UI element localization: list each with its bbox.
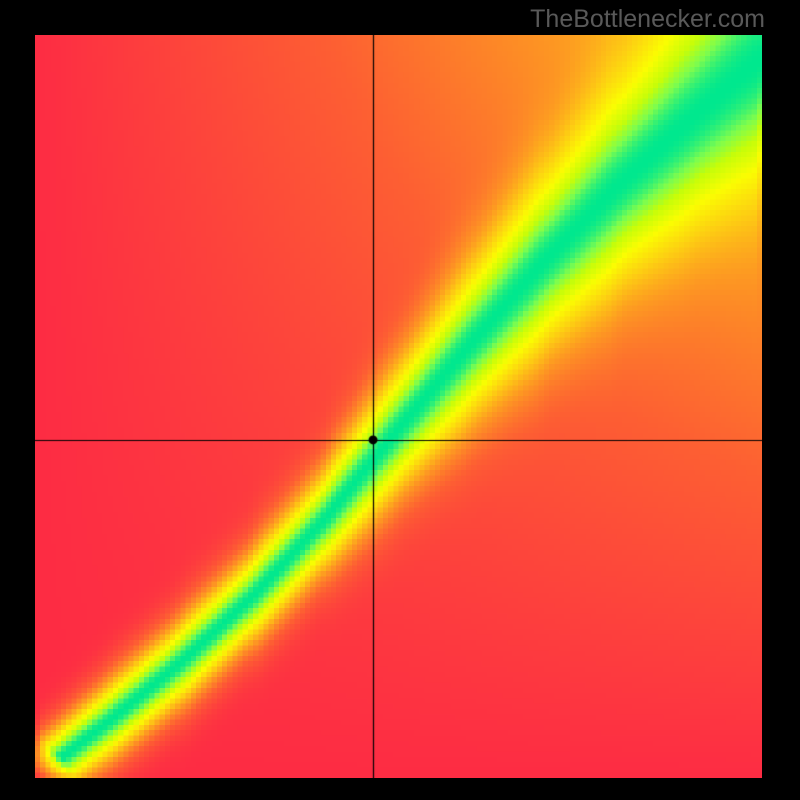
watermark-text: TheBottlenecker.com xyxy=(530,5,765,34)
bottleneck-heatmap xyxy=(35,35,762,778)
chart-container: TheBottlenecker.com xyxy=(0,0,800,800)
